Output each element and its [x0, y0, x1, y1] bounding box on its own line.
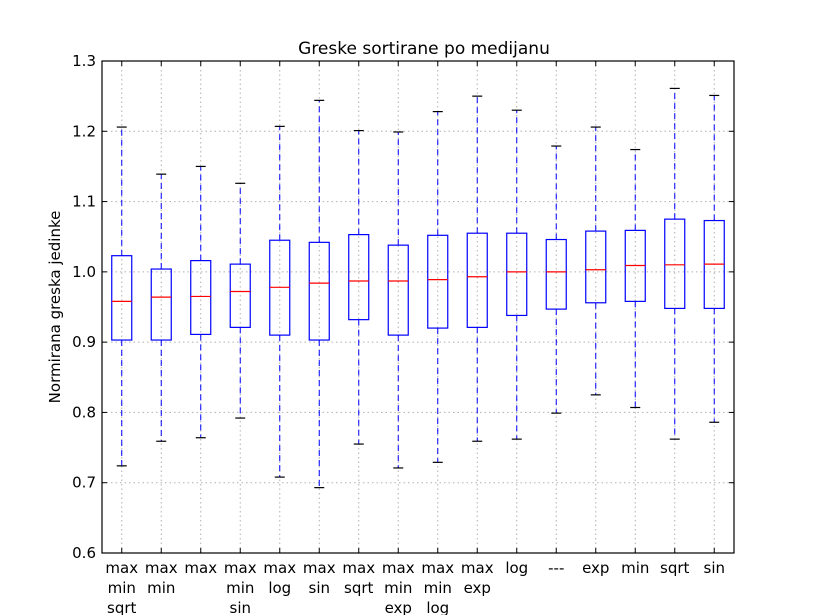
y-tick-label: 0.6	[72, 544, 96, 562]
x-tick-label-line: ---	[548, 559, 564, 577]
y-axis-label: Normirana greska jedinke	[46, 211, 64, 404]
y-tick-label: 0.9	[72, 333, 96, 351]
iqr-box	[111, 255, 133, 341]
box-item	[466, 95, 488, 442]
x-tick-label: log	[505, 559, 528, 577]
iqr-box	[150, 268, 172, 341]
box-item	[624, 148, 646, 409]
y-tick-label: 0.8	[72, 403, 96, 421]
x-tick-label: max sqrt	[342, 559, 375, 597]
x-tick-label-line: sin	[309, 579, 331, 597]
x-tick-label: max min	[145, 559, 178, 597]
x-tick-label: max sin	[303, 559, 336, 597]
x-tick-label-line: max	[224, 559, 257, 577]
iqr-box	[664, 218, 686, 310]
x-tick-label: sin	[704, 559, 726, 577]
x-tick-label-line: max	[303, 559, 336, 577]
box-item	[427, 111, 449, 463]
iqr-box	[585, 230, 607, 304]
x-tick-label-line: sin	[230, 599, 252, 615]
box-item	[111, 126, 133, 467]
axis-ticks: 0.6 0.7 0.8 0.9 1.0 1.1 1.2 1.3	[72, 52, 734, 562]
box-item	[269, 125, 291, 478]
x-tick-label-line: max	[461, 559, 494, 577]
x-tick-label-line: sqrt	[344, 579, 374, 597]
x-tick-label-line: sqrt	[660, 559, 690, 577]
y-tick-label: 1.0	[72, 263, 96, 281]
x-tick-label-line: min	[424, 579, 452, 597]
box-item	[190, 165, 212, 439]
y-tick-label: 1.2	[72, 122, 96, 140]
x-tick-label: ---	[548, 559, 564, 577]
y-tick-label: 1.1	[72, 193, 96, 211]
x-tick-label: exp	[582, 559, 609, 577]
y-tick-label: 0.7	[72, 474, 96, 492]
x-tick-label-line: max	[382, 559, 415, 577]
x-tick-label: min	[621, 559, 649, 577]
box-series	[111, 87, 725, 489]
x-tick-label-line: exp	[582, 559, 609, 577]
iqr-box	[348, 234, 370, 321]
x-tick-label-line: min	[384, 579, 412, 597]
x-tick-label: max	[184, 559, 217, 577]
box-item	[150, 173, 172, 442]
x-tick-label-line: max	[184, 559, 217, 577]
box-item	[585, 126, 607, 396]
box-item	[703, 94, 725, 423]
x-tick-label: max log	[263, 559, 296, 597]
x-tick-label-line: max	[342, 559, 375, 577]
x-tick-label-line: log	[268, 579, 291, 597]
x-tick-label-line: min	[147, 579, 175, 597]
x-tick-label-line: max	[105, 559, 138, 577]
box-item	[506, 109, 528, 440]
box-item	[664, 87, 686, 440]
x-tick-label-line: max	[421, 559, 454, 577]
grid	[102, 61, 734, 553]
iqr-box	[308, 241, 330, 341]
box-item	[229, 182, 251, 419]
x-tick-label-line: max	[263, 559, 296, 577]
box-item	[348, 129, 370, 445]
x-tick-label: max min exp	[382, 559, 415, 615]
box-item	[545, 145, 567, 414]
iqr-box	[427, 234, 449, 329]
x-tick-label-line: log	[426, 599, 449, 615]
x-tick-label-line: min	[108, 579, 136, 597]
iqr-box	[545, 238, 567, 310]
x-tick-label-line: exp	[385, 599, 412, 615]
y-tick-label: 1.3	[72, 52, 96, 70]
x-tick-label-line: max	[145, 559, 178, 577]
x-tick-label-line: log	[505, 559, 528, 577]
x-tick-label-line: exp	[464, 579, 491, 597]
box-item	[308, 99, 330, 489]
x-tick-label-line: min	[226, 579, 254, 597]
iqr-box	[466, 232, 488, 328]
x-tick-label: sqrt	[660, 559, 690, 577]
plot-frame	[101, 60, 735, 554]
iqr-box	[229, 263, 251, 328]
box-item	[387, 131, 409, 469]
x-tick-label-line: min	[621, 559, 649, 577]
x-tick-label-line: sqrt	[107, 599, 137, 615]
x-tick-label: max min sin	[224, 559, 257, 615]
iqr-box	[506, 232, 528, 317]
chart-title: Greske sortirane po medijanu	[298, 39, 550, 59]
iqr-box	[190, 260, 212, 336]
x-tick-label: max min log	[421, 559, 454, 615]
x-tick-label: max min sqrt	[105, 559, 138, 615]
iqr-box	[387, 244, 409, 336]
x-tick-label-line: sin	[704, 559, 726, 577]
x-tick-label: max exp	[461, 559, 494, 597]
